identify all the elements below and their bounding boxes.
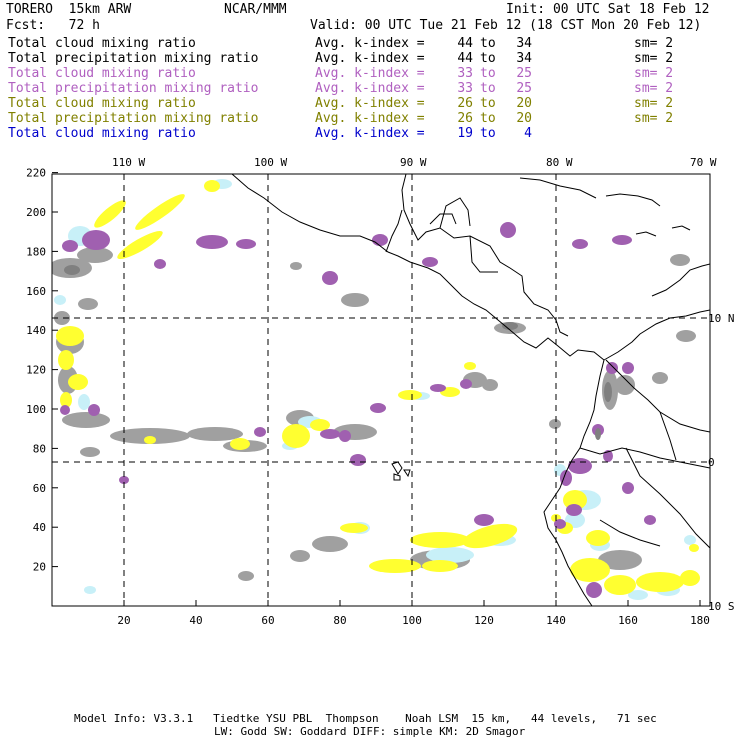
x-tick-label: 180: [690, 614, 710, 627]
x-tick-label: 160: [618, 614, 638, 627]
legend-to: to: [480, 111, 496, 126]
legend-to: to: [480, 51, 496, 66]
x-tick-label: 40: [189, 614, 202, 627]
yellow-precip-field: [56, 180, 700, 595]
legend-sm: sm= 2: [634, 111, 674, 126]
physics-info: LW: Godd SW: Goddard DIFF: simple KM: 2D…: [214, 725, 526, 738]
y-tick-label: 120: [26, 364, 46, 377]
legend-name: Total precipitation mixing ratio: [8, 51, 259, 66]
legend-avg: Avg. k-index =: [315, 126, 425, 141]
legend-hi: 25: [516, 66, 532, 81]
map-frame: [51, 173, 711, 607]
legend-hi: 20: [516, 111, 532, 126]
legend-to: to: [480, 36, 496, 51]
x-ticks: 2040608010012014016018020022024026028030…: [117, 600, 710, 627]
init-time: Init: 00 UTC Sat 18 Feb 12: [506, 2, 710, 17]
x-tick-label: 120: [474, 614, 494, 627]
legend-sm: sm= 2: [634, 36, 674, 51]
legend-lo: 33: [457, 81, 473, 96]
legend-avg: Avg. k-index =: [315, 36, 425, 51]
legend-name: Total cloud mixing ratio: [8, 126, 196, 141]
center-title: NCAR/MMM: [224, 2, 287, 17]
legend-name: Total cloud mixing ratio: [8, 66, 196, 81]
legend-name: Total precipitation mixing ratio: [8, 81, 259, 96]
legend-hi: 4: [524, 126, 532, 141]
legend-lo: 19: [457, 126, 473, 141]
y-tick-label: 200: [26, 206, 46, 219]
legend-name: Total cloud mixing ratio: [8, 96, 196, 111]
precip-fields: [52, 179, 700, 600]
coastlines: [231, 174, 710, 606]
model-info: Model Info: V3.3.1 Tiedtke YSU PBL Thomp…: [74, 712, 657, 725]
legend-sm: sm= 2: [634, 96, 674, 111]
x-tick-label: 80: [333, 614, 346, 627]
x-tick-label: 100: [402, 614, 422, 627]
y-tick-label: 20: [33, 561, 46, 574]
graticule: [52, 174, 710, 606]
lon-label-100w: 100 W: [254, 156, 287, 169]
legend-to: to: [480, 66, 496, 81]
legend-to: to: [480, 96, 496, 111]
y-tick-label: 100: [26, 403, 46, 416]
legend-hi: 34: [516, 36, 532, 51]
legend-lo: 26: [457, 111, 473, 126]
lat-label-10s: 10 S: [708, 600, 735, 613]
legend-hi: 34: [516, 51, 532, 66]
legend-hi: 25: [516, 81, 532, 96]
y-tick-label: 60: [33, 482, 46, 495]
y-ticks: 20 40 60 80 100 120 140 160 180 200 220: [26, 167, 58, 574]
y-tick-label: 40: [33, 521, 46, 534]
model-title: TORERO 15km ARW: [6, 2, 132, 17]
lon-label-90w: 90 W: [400, 156, 427, 169]
legend-avg: Avg. k-index =: [315, 51, 425, 66]
y-tick-label: 220: [26, 167, 46, 180]
lon-label-110w: 110 W: [112, 156, 145, 169]
legend-to: to: [480, 126, 496, 141]
legend-sm: sm= 2: [634, 51, 674, 66]
y-tick-label: 180: [26, 245, 46, 258]
legend-to: to: [480, 81, 496, 96]
legend-name: Total cloud mixing ratio: [8, 36, 196, 51]
legend-hi: 20: [516, 96, 532, 111]
valid-time: Valid: 00 UTC Tue 21 Feb 12 (18 CST Mon …: [310, 18, 702, 33]
y-tick-label: 140: [26, 324, 46, 337]
x-tick-label: 140: [546, 614, 566, 627]
lon-label-70w: 70 W: [690, 156, 717, 169]
purple-precip-field: [60, 222, 656, 598]
legend-sm: sm= 2: [634, 81, 674, 96]
dark-cloud-cores: [64, 265, 612, 440]
lat-label-eq: 0: [708, 456, 715, 469]
lon-label-80w: 80 W: [546, 156, 573, 169]
legend-name: Total precipitation mixing ratio: [8, 111, 259, 126]
legend-avg: Avg. k-index =: [315, 111, 425, 126]
lat-label-10n: 10 N: [708, 312, 735, 325]
x-tick-label: 20: [117, 614, 130, 627]
legend-lo: 26: [457, 96, 473, 111]
legend-avg: Avg. k-index =: [315, 66, 425, 81]
legend-avg: Avg. k-index =: [315, 81, 425, 96]
legend-sm: sm= 2: [634, 66, 674, 81]
legend-lo: 44: [457, 51, 473, 66]
legend-lo: 33: [457, 66, 473, 81]
y-tick-label: 160: [26, 285, 46, 298]
y-tick-label: 80: [33, 442, 46, 455]
x-tick-label: 60: [261, 614, 274, 627]
legend-lo: 44: [457, 36, 473, 51]
forecast-hour: Fcst: 72 h: [6, 18, 100, 33]
legend-avg: Avg. k-index =: [315, 96, 425, 111]
